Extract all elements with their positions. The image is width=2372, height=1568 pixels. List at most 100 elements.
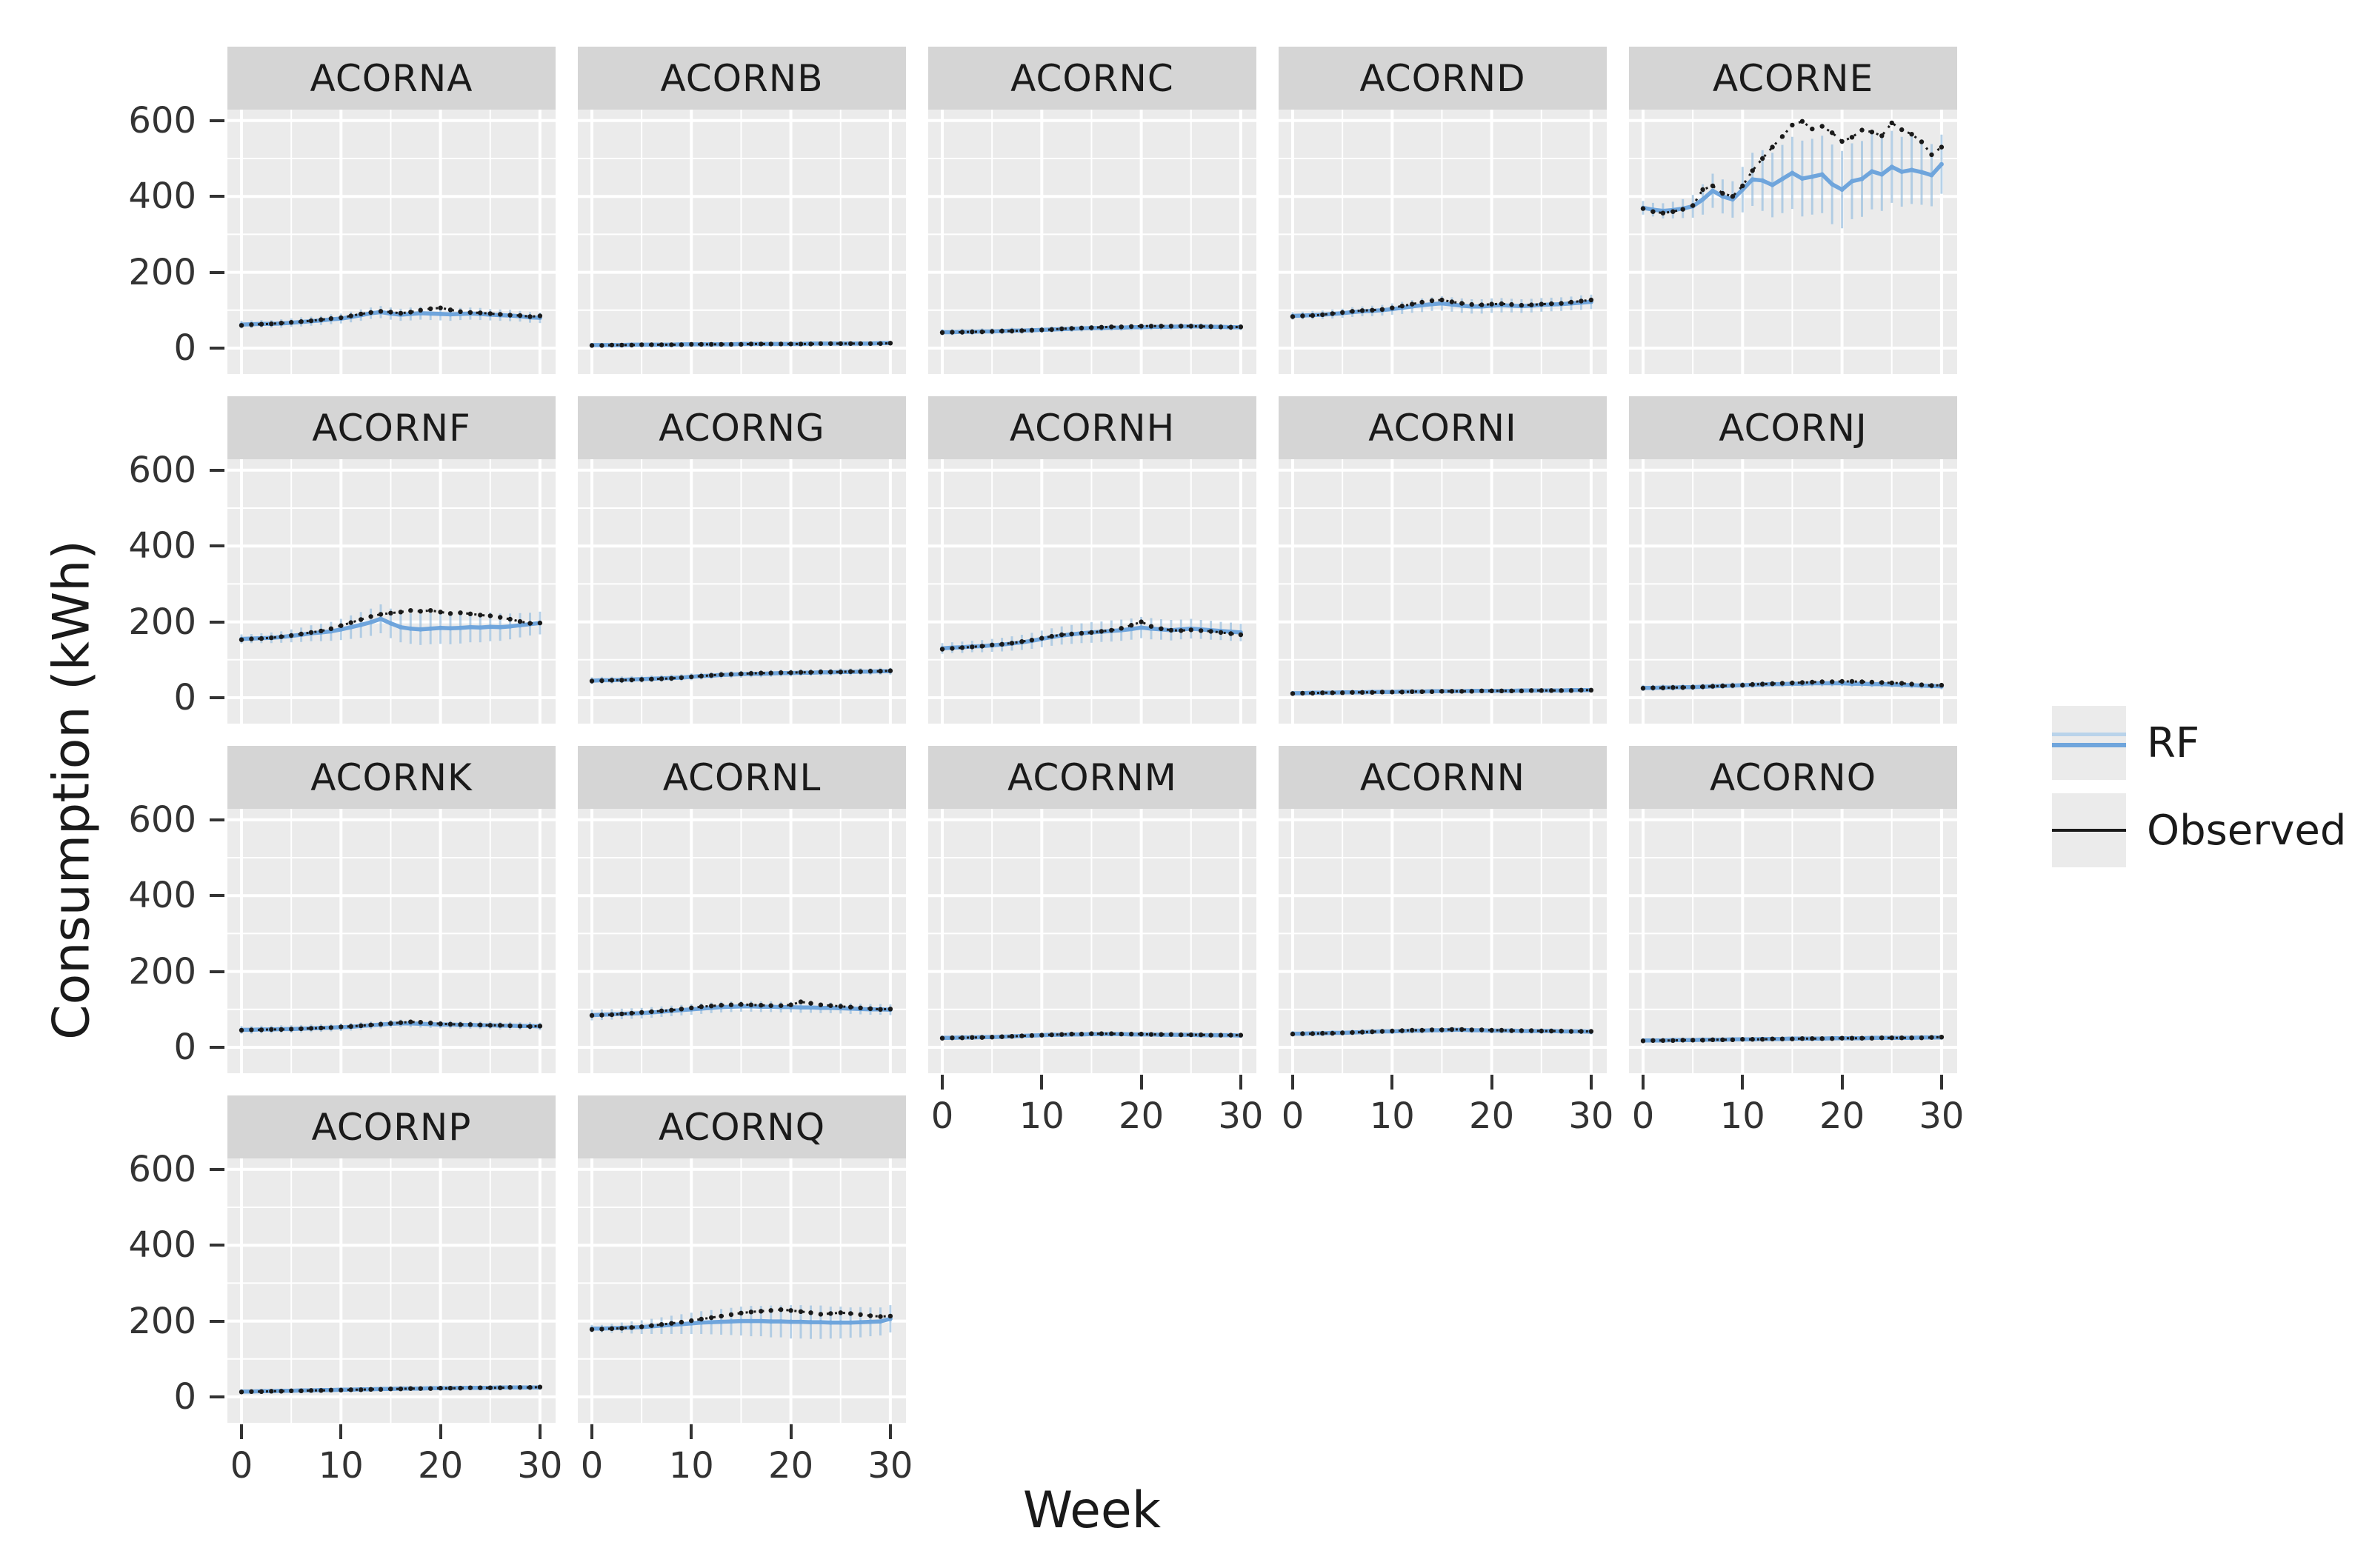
x-tick-label: 30 bbox=[1218, 1095, 1264, 1137]
x-tick-label: 0 bbox=[1281, 1095, 1305, 1137]
x-tick-label: 0 bbox=[930, 1095, 954, 1137]
facet-title-ACORNL: ACORNL bbox=[578, 746, 906, 809]
x-tick-label: 0 bbox=[1631, 1095, 1655, 1137]
facet-plot-ACORNJ bbox=[1629, 459, 1957, 724]
x-tick-label: 10 bbox=[1369, 1095, 1415, 1137]
legend: RF Observed bbox=[2052, 706, 2346, 881]
y-tick-label: 0 bbox=[173, 677, 196, 718]
x-tick-label: 10 bbox=[668, 1445, 714, 1487]
facet-title-ACORNO: ACORNO bbox=[1629, 746, 1957, 809]
y-tick-label: 600 bbox=[128, 449, 196, 491]
y-tick-label: 400 bbox=[128, 176, 196, 218]
rf-errorbar-key-icon bbox=[2052, 733, 2126, 736]
x-tick-label: 0 bbox=[580, 1445, 604, 1487]
y-tick-mark bbox=[210, 620, 224, 624]
x-tick-mark bbox=[1291, 1075, 1294, 1090]
y-tick-mark bbox=[210, 119, 224, 122]
y-tick-label: 0 bbox=[173, 327, 196, 369]
x-tick-label: 10 bbox=[318, 1445, 364, 1487]
x-tick-mark bbox=[1840, 1075, 1844, 1090]
facet-title-ACORNE: ACORNE bbox=[1629, 47, 1957, 110]
legend-key-rf-line-icon bbox=[2052, 706, 2126, 780]
facet-title-ACORNB: ACORNB bbox=[578, 47, 906, 110]
x-tick-mark bbox=[1589, 1075, 1593, 1090]
x-tick-label: 0 bbox=[230, 1445, 253, 1487]
y-tick-label: 600 bbox=[128, 798, 196, 841]
facet-plot-ACORNQ bbox=[578, 1158, 906, 1423]
x-tick-label: 20 bbox=[1119, 1095, 1165, 1137]
y-tick-label: 600 bbox=[128, 1148, 196, 1190]
legend-key-observed-line-icon bbox=[2052, 793, 2126, 867]
x-tick-mark bbox=[789, 1424, 793, 1439]
y-tick-mark bbox=[210, 894, 224, 898]
y-tick-mark bbox=[210, 1395, 224, 1398]
y-tick-label: 0 bbox=[173, 1376, 196, 1418]
y-tick-mark bbox=[210, 1046, 224, 1049]
facet-plot-ACORNL bbox=[578, 809, 906, 1073]
x-tick-label: 20 bbox=[1819, 1095, 1865, 1137]
y-tick-label: 400 bbox=[128, 525, 196, 567]
facet-plot-ACORNF bbox=[227, 459, 556, 724]
x-tick-mark bbox=[690, 1424, 693, 1439]
y-tick-label: 200 bbox=[128, 950, 196, 992]
facet-title-ACORNQ: ACORNQ bbox=[578, 1095, 906, 1158]
y-tick-label: 200 bbox=[128, 601, 196, 643]
y-tick-mark bbox=[210, 818, 224, 821]
facet-plot-ACORNA bbox=[227, 110, 556, 374]
x-tick-label: 20 bbox=[1469, 1095, 1515, 1137]
facet-plot-ACORNN bbox=[1279, 809, 1607, 1073]
x-tick-mark bbox=[1390, 1075, 1394, 1090]
legend-item-observed: Observed bbox=[2052, 793, 2346, 867]
x-tick-label: 10 bbox=[1019, 1095, 1065, 1137]
x-tick-mark bbox=[1939, 1075, 1943, 1090]
x-tick-mark bbox=[339, 1424, 343, 1439]
y-tick-mark bbox=[210, 195, 224, 198]
x-tick-mark bbox=[888, 1424, 892, 1439]
x-tick-mark bbox=[240, 1424, 243, 1439]
x-tick-mark bbox=[590, 1424, 593, 1439]
facet-plot-ACORNO bbox=[1629, 809, 1957, 1073]
x-tick-label: 10 bbox=[1719, 1095, 1765, 1137]
y-tick-mark bbox=[210, 544, 224, 548]
facet-plot-ACORNE bbox=[1629, 110, 1957, 374]
y-tick-mark bbox=[210, 1319, 224, 1323]
y-tick-label: 200 bbox=[128, 1300, 196, 1342]
y-tick-mark bbox=[210, 1167, 224, 1171]
facet-title-ACORNM: ACORNM bbox=[928, 746, 1256, 809]
y-tick-mark bbox=[210, 970, 224, 973]
y-tick-mark bbox=[210, 347, 224, 350]
facet-plot-ACORNG bbox=[578, 459, 906, 724]
x-axis-title: Week bbox=[1022, 1481, 1162, 1540]
x-tick-label: 30 bbox=[517, 1445, 563, 1487]
facet-plot-ACORNM bbox=[928, 809, 1256, 1073]
facet-title-ACORNF: ACORNF bbox=[227, 396, 556, 459]
legend-item-rf: RF bbox=[2052, 706, 2346, 780]
x-tick-mark bbox=[1642, 1075, 1645, 1090]
x-tick-mark bbox=[1040, 1075, 1044, 1090]
facet-title-ACORNK: ACORNK bbox=[227, 746, 556, 809]
legend-label-observed: Observed bbox=[2147, 806, 2347, 855]
facet-title-ACORNP: ACORNP bbox=[227, 1095, 556, 1158]
y-axis-title: Consumption (kWh) bbox=[42, 540, 101, 1040]
facet-plot-ACORNB bbox=[578, 110, 906, 374]
x-tick-mark bbox=[941, 1075, 944, 1090]
facet-plot-ACORNK bbox=[227, 809, 556, 1073]
x-tick-label: 20 bbox=[418, 1445, 464, 1487]
facet-title-ACORNA: ACORNA bbox=[227, 47, 556, 110]
facet-title-ACORND: ACORND bbox=[1279, 47, 1607, 110]
facet-plot-ACORNP bbox=[227, 1158, 556, 1423]
facet-plot-ACORNI bbox=[1279, 459, 1607, 724]
facet-plot-ACORNH bbox=[928, 459, 1256, 724]
facet-title-ACORNH: ACORNH bbox=[928, 396, 1256, 459]
y-tick-mark bbox=[210, 468, 224, 472]
y-tick-label: 400 bbox=[128, 875, 196, 917]
x-tick-mark bbox=[538, 1424, 542, 1439]
x-tick-mark bbox=[1741, 1075, 1745, 1090]
y-tick-mark bbox=[210, 270, 224, 274]
y-tick-label: 0 bbox=[173, 1027, 196, 1068]
x-tick-mark bbox=[1490, 1075, 1493, 1090]
x-tick-label: 30 bbox=[867, 1445, 913, 1487]
x-tick-label: 30 bbox=[1568, 1095, 1614, 1137]
facet-title-ACORNC: ACORNC bbox=[928, 47, 1256, 110]
